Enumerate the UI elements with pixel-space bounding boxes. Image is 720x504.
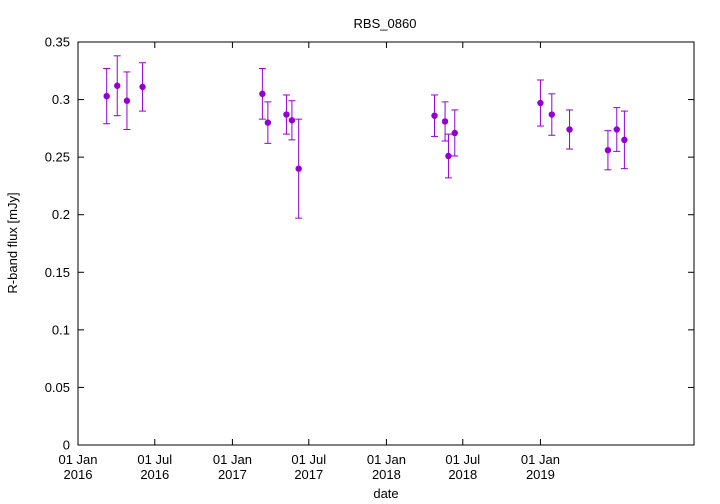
data-point-group bbox=[295, 118, 303, 219]
x-axis-label: date bbox=[373, 486, 398, 501]
plot-frame bbox=[77, 41, 695, 446]
data-point-group bbox=[264, 101, 272, 144]
x-tick-label-line2: 2018 bbox=[448, 467, 477, 482]
chart-title: RBS_0860 bbox=[354, 16, 417, 31]
data-point bbox=[621, 136, 628, 144]
y-axis: 0 0.05 0.1 0.15 0.2 0.25 0.3 0.35 bbox=[45, 35, 694, 453]
y-tick-label: 0.2 bbox=[52, 207, 70, 222]
data-point-group bbox=[548, 93, 556, 136]
data-point bbox=[441, 118, 449, 125]
data-point bbox=[445, 152, 452, 160]
data-point bbox=[566, 126, 573, 133]
data-point-group bbox=[431, 94, 439, 137]
data-point bbox=[288, 117, 296, 124]
data-point bbox=[613, 126, 620, 133]
x-tick-label-line1: 01 Jul bbox=[445, 452, 480, 467]
data-point-group bbox=[566, 109, 574, 150]
data-point-group bbox=[451, 109, 459, 157]
x-tick-label-line2: 2019 bbox=[526, 467, 555, 482]
x-tick-label-line1: 01 Jul bbox=[137, 452, 172, 467]
y-tick-label: 0.3 bbox=[52, 92, 70, 107]
data-point-group bbox=[604, 130, 612, 171]
y-tick-label: 0 bbox=[63, 438, 70, 453]
data-point-group bbox=[103, 67, 111, 125]
x-tick-label-line1: 01 Jan bbox=[58, 452, 97, 467]
x-tick-label-line1: 01 Jul bbox=[291, 452, 326, 467]
data-point bbox=[103, 92, 110, 100]
data-point-group bbox=[444, 133, 452, 179]
data-point-group bbox=[139, 62, 147, 112]
x-tick-label-line2: 2016 bbox=[140, 467, 169, 482]
y-tick-label: 0.05 bbox=[45, 380, 70, 395]
data-point-group bbox=[113, 55, 121, 117]
data-point-group bbox=[258, 67, 266, 120]
data-point bbox=[283, 111, 290, 118]
data-point-group bbox=[288, 100, 296, 141]
data-point-group bbox=[123, 71, 131, 131]
data-point bbox=[295, 165, 302, 172]
data-point-group bbox=[536, 79, 544, 127]
y-tick-label: 0.15 bbox=[45, 265, 70, 280]
data-point-group bbox=[282, 94, 290, 135]
data-point bbox=[548, 111, 556, 118]
data-point bbox=[264, 119, 272, 126]
data-point bbox=[139, 83, 146, 91]
data-point bbox=[114, 82, 121, 89]
data-series bbox=[103, 55, 628, 219]
data-point-group bbox=[620, 110, 628, 170]
y-axis-label: R-band flux [mJy] bbox=[5, 192, 20, 293]
x-tick-label-line1: 01 Jan bbox=[367, 452, 406, 467]
data-point-group bbox=[613, 107, 621, 152]
x-tick-label-line2: 2016 bbox=[64, 467, 93, 482]
y-tick-label: 0.35 bbox=[45, 35, 70, 50]
data-point bbox=[123, 97, 131, 104]
data-point bbox=[537, 99, 544, 107]
x-tick-label-line2: 2017 bbox=[218, 467, 247, 482]
y-tick-label: 0.1 bbox=[52, 322, 70, 337]
x-tick-label-line1: 01 Jan bbox=[521, 452, 560, 467]
data-point bbox=[451, 129, 458, 137]
y-tick-label: 0.25 bbox=[45, 150, 70, 165]
x-tick-label-line1: 01 Jan bbox=[213, 452, 252, 467]
data-point bbox=[431, 112, 438, 119]
data-point bbox=[604, 147, 612, 154]
x-tick-label-line2: 2018 bbox=[372, 467, 401, 482]
x-tick-label-line2: 2017 bbox=[294, 467, 323, 482]
data-point bbox=[259, 90, 266, 98]
data-point-group bbox=[441, 101, 449, 142]
